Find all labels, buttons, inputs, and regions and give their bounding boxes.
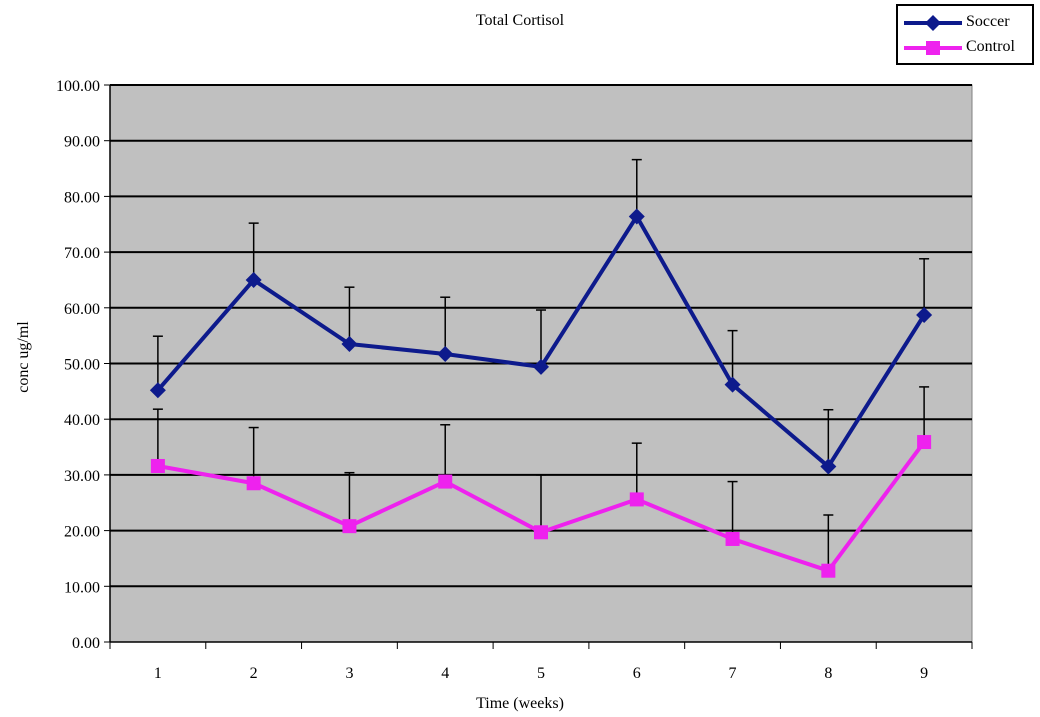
- x-tick-label: 7: [729, 665, 737, 682]
- legend: Soccer Control: [896, 4, 1034, 65]
- x-tick-labels: 1 2 3 4 5 6 7 8 9: [154, 665, 928, 682]
- legend-item-soccer: Soccer: [898, 12, 1032, 34]
- x-tick-label: 1: [154, 665, 162, 682]
- legend-swatch-control: [902, 37, 964, 59]
- chart-title: Total Cortisol: [0, 12, 1040, 30]
- y-tick-label: 30.00: [64, 468, 100, 485]
- data-point-control: [342, 519, 356, 533]
- data-point-control: [534, 525, 548, 539]
- data-point-control: [247, 476, 261, 490]
- x-tick-label: 9: [920, 665, 928, 682]
- legend-label-control: Control: [966, 38, 1015, 56]
- y-tick-label: 10.00: [64, 579, 100, 596]
- data-point-control: [438, 475, 452, 489]
- x-tick-label: 5: [537, 665, 545, 682]
- x-tick-label: 6: [633, 665, 641, 682]
- data-point-control: [151, 459, 165, 473]
- x-tick-label: 4: [441, 665, 449, 682]
- y-tick-label: 70.00: [64, 245, 100, 262]
- y-tick-label: 0.00: [72, 635, 100, 652]
- y-tick-label: 50.00: [64, 357, 100, 374]
- legend-label-soccer: Soccer: [966, 13, 1010, 31]
- y-axis-label: conc ug/ml: [15, 297, 33, 417]
- y-tick-label: 100.00: [56, 78, 100, 95]
- x-tick-label: 3: [345, 665, 353, 682]
- data-point-control: [630, 492, 644, 506]
- y-tick-label: 80.00: [64, 189, 100, 206]
- legend-item-control: Control: [898, 37, 1032, 59]
- legend-swatch-soccer: [902, 12, 964, 34]
- y-tick-label: 60.00: [64, 301, 100, 318]
- y-tick-label: 40.00: [64, 412, 100, 429]
- data-point-control: [726, 532, 740, 546]
- data-point-control: [917, 435, 931, 449]
- x-axis-label: Time (weeks): [0, 695, 1040, 713]
- x-tick-label: 8: [824, 665, 832, 682]
- x-tick-label: 2: [250, 665, 258, 682]
- y-tick-label: 90.00: [64, 134, 100, 151]
- y-tick-label: 20.00: [64, 524, 100, 541]
- data-point-control: [821, 564, 835, 578]
- y-tick-labels: 0.00 10.00 20.00 30.00 40.00 50.00 60.00 70.00 8…: [56, 78, 100, 652]
